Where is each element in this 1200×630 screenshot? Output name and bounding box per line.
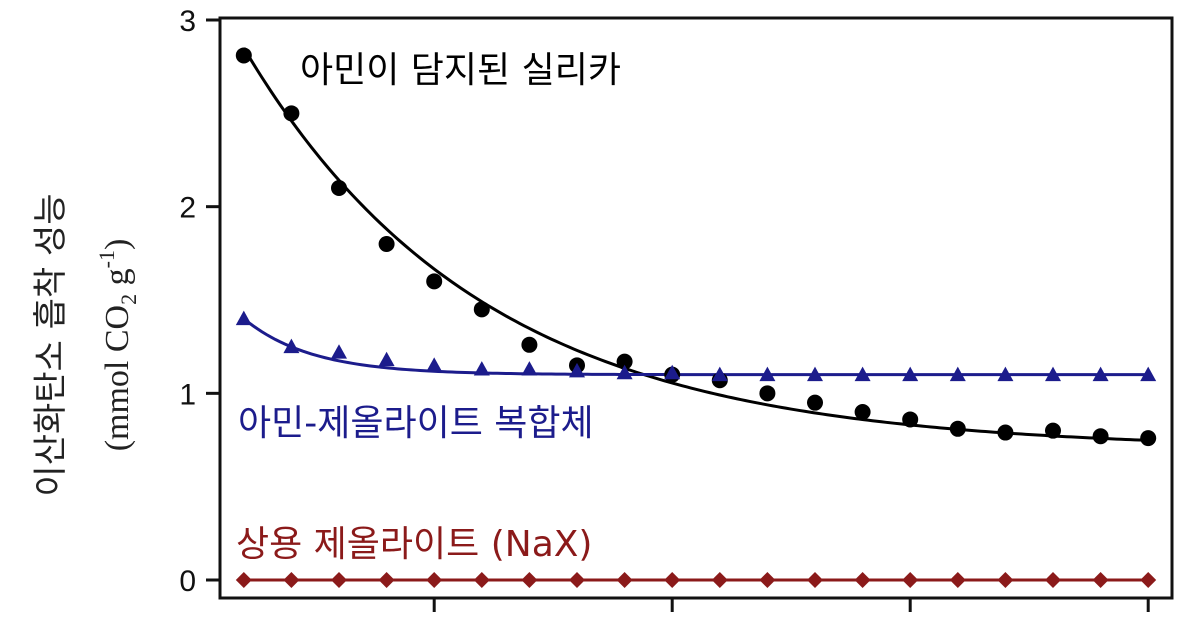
- point-s0-0: [235, 47, 252, 64]
- point-s0-12: [807, 394, 823, 411]
- point-s0-14: [902, 411, 919, 428]
- point-s2-0: [235, 572, 252, 588]
- point-s1-10: [711, 366, 728, 382]
- point-s1-9: [664, 364, 681, 380]
- point-s2-19: [1140, 572, 1157, 588]
- fit-curve-1: [242, 317, 1149, 377]
- point-s2-13: [854, 572, 871, 588]
- fit-curves: [242, 47, 1149, 582]
- y-axis-unit-close: ): [99, 239, 136, 250]
- point-s2-5: [473, 572, 490, 588]
- point-s0-1: [283, 105, 300, 122]
- point-s0-2: [331, 180, 347, 196]
- point-s1-8: [616, 364, 633, 380]
- point-s2-3: [378, 572, 395, 588]
- y-axis-unit-mid: g: [99, 268, 136, 294]
- point-s2-17: [1045, 572, 1061, 588]
- point-s1-12: [807, 366, 823, 382]
- point-s1-18: [1092, 366, 1109, 382]
- y-axis-unit-open: (mmol CO: [99, 305, 136, 451]
- y-axis-unit-sup: -1: [94, 250, 119, 268]
- point-s0-6: [521, 336, 538, 353]
- point-s1-16: [997, 366, 1014, 382]
- y-tick-label-3: 3: [179, 5, 196, 38]
- point-s1-19: [1140, 366, 1157, 382]
- y-axis-title: 이산화탄소 흡착 성능: [31, 193, 71, 496]
- series-label-nax: 상용 제올라이트 (NaX): [236, 524, 592, 565]
- point-s2-1: [283, 572, 300, 588]
- point-s1-0: [235, 310, 252, 326]
- point-s0-11: [759, 385, 776, 402]
- point-s0-15: [949, 420, 966, 437]
- point-s2-7: [569, 572, 585, 588]
- y-axis-title-group: 이산화탄소 흡착 성능: [31, 193, 71, 496]
- point-s1-13: [854, 366, 871, 382]
- series-label-amine-zeolite: 아민-제올라이트 복합체: [238, 403, 594, 444]
- point-s2-8: [616, 572, 633, 588]
- point-s1-2: [331, 344, 347, 359]
- point-s2-4: [426, 572, 443, 588]
- y-axis-unit: (mmol CO2 g-1): [94, 239, 141, 452]
- y-tick-label-0: 0: [179, 565, 196, 598]
- data-points: [235, 47, 1157, 588]
- point-s2-14: [902, 572, 919, 588]
- point-s1-6: [521, 361, 538, 376]
- point-s0-16: [997, 424, 1014, 441]
- point-s1-5: [473, 361, 490, 376]
- point-s2-10: [711, 572, 728, 588]
- series-label-amine-silica: 아민이 담지된 실리카: [300, 50, 621, 91]
- point-s2-2: [331, 572, 347, 588]
- point-s1-15: [949, 366, 966, 382]
- point-s2-12: [807, 572, 823, 588]
- point-s2-11: [759, 572, 776, 588]
- y-tick-label-1: 1: [179, 378, 196, 411]
- y-axis-unit-sub: 2: [116, 294, 141, 305]
- point-s0-13: [854, 404, 871, 420]
- point-s0-4: [426, 273, 443, 290]
- point-s1-1: [283, 338, 300, 354]
- point-s2-18: [1092, 572, 1109, 588]
- point-s1-11: [759, 366, 776, 382]
- point-s0-3: [378, 236, 395, 252]
- point-s1-3: [378, 351, 395, 367]
- point-s1-14: [902, 366, 919, 382]
- point-s2-6: [521, 572, 538, 588]
- point-s1-4: [426, 357, 443, 372]
- point-s0-17: [1045, 422, 1061, 439]
- plot-frame: [218, 16, 1174, 600]
- point-s0-5: [473, 301, 490, 318]
- y-axis-unit-group: (mmol CO2 g-1): [94, 239, 141, 452]
- point-s0-8: [616, 353, 633, 370]
- point-s1-7: [569, 362, 585, 378]
- point-s1-17: [1045, 366, 1061, 382]
- axes: 0 1 2 3: [179, 5, 1174, 612]
- point-s2-15: [949, 572, 966, 588]
- point-s2-16: [997, 572, 1014, 588]
- point-s0-19: [1140, 430, 1157, 447]
- point-s0-18: [1092, 428, 1109, 445]
- point-s2-9: [664, 572, 681, 588]
- y-tick-label-2: 2: [179, 192, 196, 225]
